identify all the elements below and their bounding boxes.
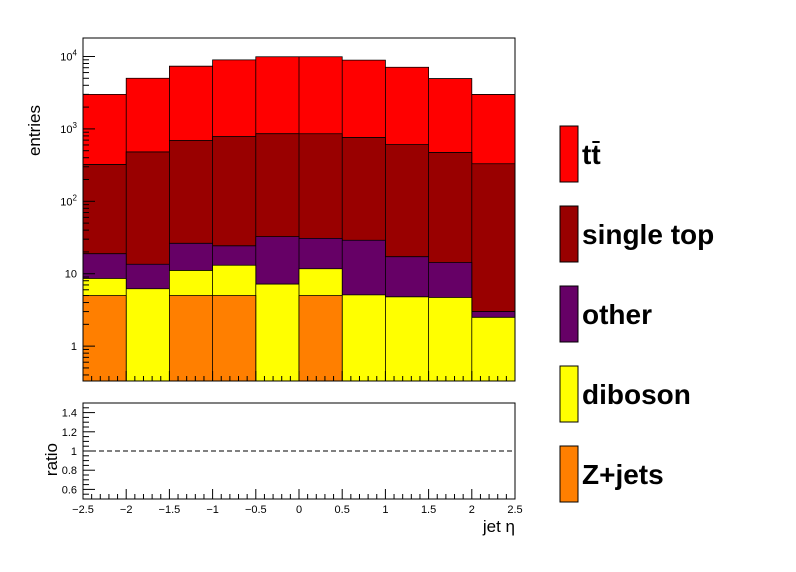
main-y-tick-label: 104 — [60, 48, 77, 63]
bar-z-jets-bin-0 — [83, 295, 127, 381]
ratio-x-tick-label: −1 — [206, 504, 219, 516]
legend-swatch-1 — [559, 205, 579, 263]
legend-label-1: single top — [582, 219, 714, 250]
outline-series-4 — [82, 56, 516, 381]
ratio-x-tick-label: −2.5 — [72, 504, 94, 516]
bar-z-jets-bin-5 — [299, 295, 343, 381]
bar-diboson-bin-4 — [255, 284, 299, 381]
legend-swatch-3 — [559, 365, 579, 423]
main-histogram-bars — [82, 56, 516, 382]
legend-label-2: other — [582, 299, 652, 330]
ratio-y-tick-label: 1.4 — [62, 408, 77, 420]
legend: tt single top other diboson Z+jets — [559, 125, 714, 503]
main-y-tick-label: 103 — [60, 121, 77, 136]
bar-z-jets-bin-2 — [169, 295, 213, 381]
ratio-y-tick-label: 0.8 — [62, 465, 77, 477]
bar-z-jets-bin-3 — [212, 295, 256, 381]
bar-diboson-bin-8 — [428, 297, 472, 381]
ratio-y-tick-label: 0.6 — [62, 484, 77, 496]
outline-series-0 — [82, 295, 343, 381]
outline-series-3 — [82, 133, 516, 381]
bar-diboson-bin-1 — [126, 288, 170, 381]
ratio-x-tick-label: −2 — [120, 504, 133, 516]
ratio-x-tick-label: −0.5 — [245, 504, 267, 516]
main-plot-axes: 1 10 102 103 104 — [60, 48, 516, 381]
main-y-tick-label: 10 — [65, 269, 77, 281]
main-y-tick-label: 102 — [60, 193, 77, 208]
ratio-x-tick-label: 1 — [382, 504, 388, 516]
ratio-panel: 0.6 0.8 1 1.2 1.4 −2.5 −2 −1.5 −1 −0.5 0 0.5 1 1.5 2 2.… — [62, 402, 523, 516]
ratio-x-tick-label: 1.5 — [421, 504, 436, 516]
ratio-x-tick-label: 0.5 — [335, 504, 350, 516]
main-y-axis-title: entries — [25, 105, 44, 156]
ratio-y-tick-label: 1.2 — [62, 427, 77, 439]
outline-series-1 — [82, 264, 516, 381]
ratio-x-tick-label: 2 — [469, 504, 475, 516]
bar-diboson-bin-7 — [385, 296, 429, 381]
legend-label-0: tt — [582, 139, 601, 170]
ratio-x-tick-label: 0 — [296, 504, 302, 516]
ratio-x-tick-label: −1.5 — [159, 504, 181, 516]
ratio-plot-frame — [82, 402, 516, 500]
x-axis-title: jet η — [482, 517, 515, 536]
ratio-y-axis-title: ratio — [42, 443, 61, 476]
ratio-y-tick-label: 1 — [71, 446, 77, 458]
legend-swatch-0 — [559, 125, 579, 183]
main-y-tick-label: 1 — [71, 341, 77, 353]
ratio-x-tick-label: 2.5 — [507, 504, 522, 516]
legend-swatch-2 — [559, 285, 579, 343]
bar-diboson-bin-6 — [342, 294, 386, 381]
legend-label-3: diboson — [582, 379, 691, 410]
bar-diboson-bin-9 — [471, 317, 515, 381]
outline-series-2 — [82, 236, 516, 381]
legend-swatch-4 — [559, 445, 579, 503]
legend-label-4: Z+jets — [582, 459, 664, 490]
